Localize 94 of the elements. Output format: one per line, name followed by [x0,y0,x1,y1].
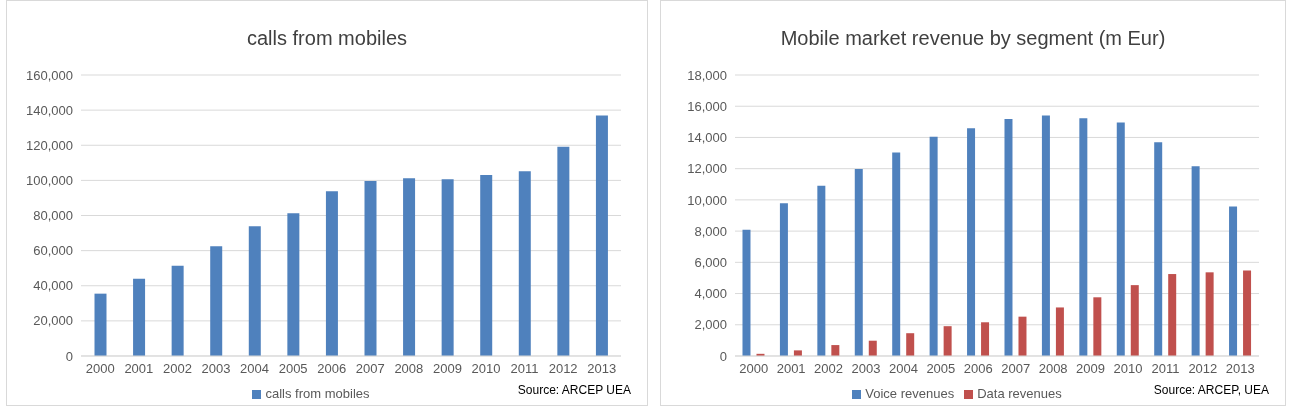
x-tick-label: 2011 [1151,361,1180,377]
legend-label: Voice revenues [865,386,955,401]
bar [742,229,751,356]
y-tick-label: 120,000 [26,137,73,153]
y-tick-label: 14,000 [687,130,727,146]
chart-title: calls from mobiles [245,27,408,50]
x-tick-label: 2007 [355,361,385,377]
bar [906,333,915,356]
bar [1079,118,1088,356]
y-tick-label: 10,000 [687,192,727,208]
y-tick-label: 80,000 [33,208,73,224]
bar [1055,307,1064,356]
bar [1205,272,1214,356]
x-tick-label: 2013 [1225,361,1255,377]
x-tick-label: 2008 [394,361,424,377]
legend-label: Data revenues [977,386,1062,401]
x-tick-label: 2007 [1001,361,1031,377]
y-tick-label: 20,000 [33,313,73,329]
x-tick-label: 2003 [851,361,881,377]
source-note: Source: ARCEP UEA [517,383,631,397]
y-tick-label: 100,000 [26,172,73,188]
x-tick-label: 2009 [432,361,462,377]
bar [557,146,570,356]
bar [1168,274,1177,356]
x-tick-label: 2004 [888,361,918,377]
bar [779,203,788,356]
bar [1116,122,1125,356]
x-tick-label: 2010 [471,361,501,377]
x-tick-label: 2005 [926,361,956,377]
bar [1041,115,1050,356]
bar [868,340,877,356]
bar [441,179,454,356]
bar [364,181,377,356]
x-tick-label: 2001 [776,361,806,377]
y-tick-label: 40,000 [33,278,73,294]
bar [1018,316,1027,356]
bar [480,175,493,356]
bar [133,278,146,356]
chart-title: Mobile market revenue by segment (m Eur) [779,27,1167,50]
y-tick-label: 16,000 [687,98,727,114]
bar [325,191,338,356]
bar [248,226,261,356]
source-note: Source: ARCEP, UEA [1153,383,1269,397]
bar [892,152,901,356]
x-tick-label: 2009 [1076,361,1106,377]
y-tick-label: 160,000 [26,67,73,83]
bar [1243,270,1252,356]
y-tick-label: 0 [65,348,73,364]
x-tick-label: 2006 [317,361,347,377]
x-tick-label: 2000 [85,361,115,377]
bar [210,246,223,356]
legend-label: calls from mobiles [265,386,370,401]
bar [1004,119,1013,356]
x-tick-label: 2005 [278,361,308,377]
bar [929,136,938,356]
bar [967,128,976,356]
bar [1191,166,1200,356]
bar [1093,297,1102,356]
y-tick-label: 140,000 [26,102,73,118]
bar [981,322,990,356]
y-tick-label: 4,000 [694,286,727,302]
bar [403,178,416,356]
x-tick-label: 2000 [739,361,769,377]
y-tick-label: 2,000 [694,317,727,333]
x-tick-label: 2012 [548,361,578,377]
x-tick-label: 2008 [1038,361,1068,377]
y-tick-label: 60,000 [33,243,73,259]
x-tick-label: 2011 [510,361,539,377]
bar [817,185,826,356]
x-tick-label: 2010 [1113,361,1143,377]
bar [94,293,107,356]
x-tick-label: 2003 [201,361,231,377]
bar [171,265,184,356]
bar [595,115,608,356]
bar [1154,142,1163,356]
x-tick-label: 2002 [162,361,192,377]
y-tick-label: 8,000 [694,223,727,239]
bar [1229,206,1238,356]
y-tick-label: 0 [719,348,727,364]
bar [831,345,840,356]
bar [287,213,300,356]
x-tick-label: 2006 [963,361,993,377]
bar [943,326,952,356]
x-tick-label: 2012 [1188,361,1218,377]
x-tick-label: 2004 [240,361,270,377]
y-tick-label: 12,000 [687,161,727,177]
x-tick-label: 2001 [124,361,154,377]
x-tick-label: 2013 [587,361,617,377]
bar [518,171,531,356]
x-tick-label: 2002 [814,361,844,377]
y-tick-label: 6,000 [694,254,727,270]
bar [1130,285,1139,356]
y-tick-label: 18,000 [687,67,727,83]
bar [854,168,863,356]
